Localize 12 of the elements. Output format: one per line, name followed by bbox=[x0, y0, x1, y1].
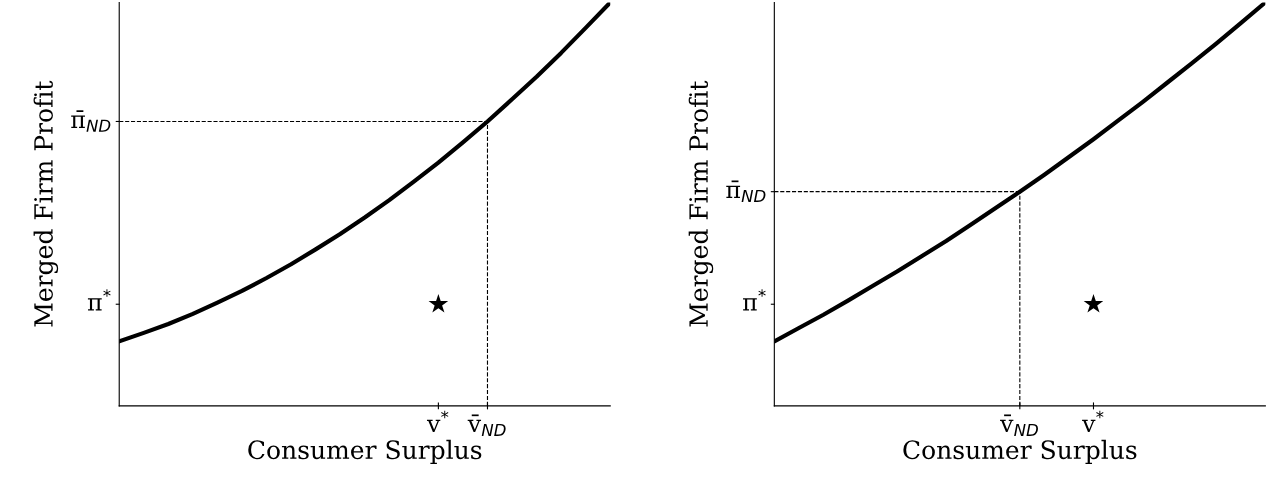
ref-line-label: π$^{*}$ bbox=[87, 289, 111, 311]
ref-line-label: π$^{*}$ bbox=[743, 289, 766, 311]
x-tick-label: v̄$_{ND}$ bbox=[467, 414, 506, 436]
x-tick-label: v$^{*}$ bbox=[1082, 410, 1104, 432]
x-tick-label: v$^{*}$ bbox=[426, 410, 449, 432]
x-axis-title: Consumer Surplus bbox=[903, 439, 1137, 465]
x-tick-label: v̄$_{ND}$ bbox=[1000, 414, 1038, 436]
ref-line-label: π̄$_{ND}$ bbox=[71, 110, 111, 132]
y-axis-title: Merged Firm Profit bbox=[688, 80, 714, 327]
x-axis-title: Consumer Surplus bbox=[248, 439, 482, 465]
y-axis-title: Merged Firm Profit bbox=[33, 80, 59, 327]
ref-line-label: π̄$_{ND}$ bbox=[726, 180, 766, 202]
